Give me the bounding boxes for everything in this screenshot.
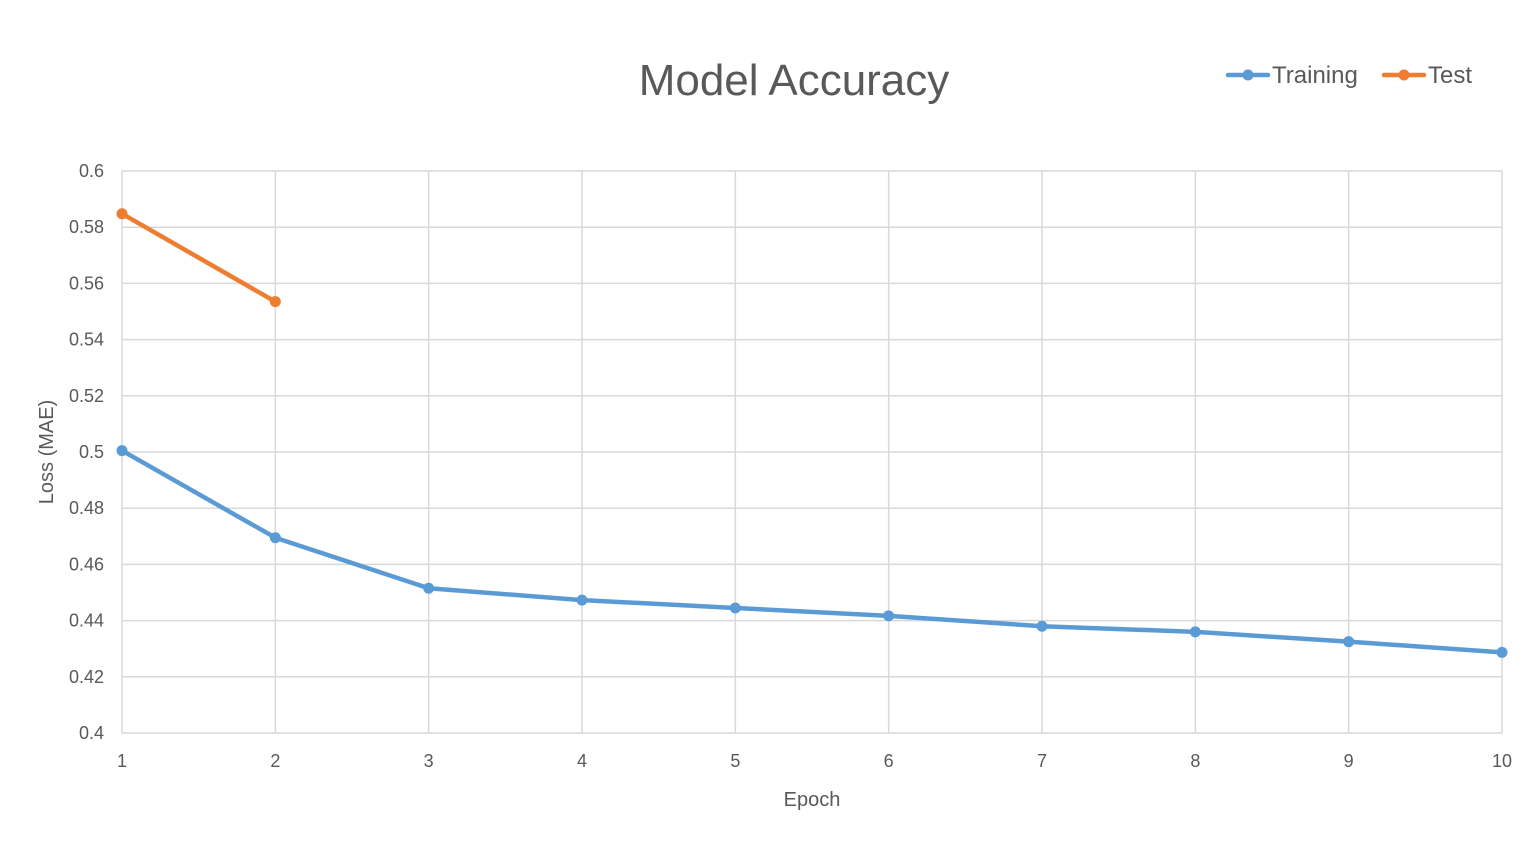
legend-swatch-marker — [1242, 69, 1254, 81]
x-tick-label: 9 — [1344, 751, 1354, 771]
y-tick-label: 0.42 — [69, 667, 104, 687]
x-tick-label: 5 — [730, 751, 740, 771]
legend-swatch-marker — [1398, 69, 1410, 81]
series-training — [116, 445, 1508, 658]
legend-item-test: Test — [1381, 62, 1472, 89]
series-line-test — [119, 211, 278, 304]
y-tick-label: 0.6 — [79, 161, 104, 181]
y-tick-label: 0.58 — [69, 217, 104, 237]
x-tick-label: 1 — [117, 751, 127, 771]
data-point-test — [269, 296, 281, 308]
y-axis-title: Loss (MAE) — [36, 400, 58, 504]
data-point-training — [576, 594, 588, 606]
data-point-training — [1036, 620, 1048, 632]
x-tick-label: 8 — [1190, 751, 1200, 771]
y-tick-label: 0.56 — [69, 273, 104, 293]
y-tick-label: 0.52 — [69, 386, 104, 406]
data-point-training — [1496, 646, 1508, 658]
x-axis-tick-labels: 1 2 3 4 5 6 7 8 9 10 — [117, 751, 1512, 771]
data-point-training — [1189, 626, 1201, 638]
legend-label: Test — [1428, 62, 1472, 89]
y-tick-label: 0.4 — [79, 723, 104, 743]
x-axis-title: Epoch — [784, 789, 841, 811]
y-tick-label: 0.48 — [69, 498, 104, 518]
legend: Training Test — [1225, 62, 1472, 89]
data-point-training — [423, 582, 435, 594]
x-tick-label: 2 — [270, 751, 280, 771]
data-point-training — [1343, 636, 1355, 648]
series-line-training — [119, 448, 1505, 655]
chart-title: Model Accuracy — [639, 56, 950, 105]
legend-item-training: Training — [1225, 62, 1358, 89]
data-point-training — [116, 445, 128, 457]
y-axis-tick-labels: 0.4 0.42 0.44 0.46 0.48 0.5 0.52 0.54 0.56 0.58 0.… — [69, 161, 104, 743]
y-tick-label: 0.46 — [69, 554, 104, 574]
y-tick-label: 0.54 — [69, 330, 104, 350]
series-test — [116, 208, 281, 308]
y-tick-label: 0.44 — [69, 611, 104, 631]
legend-label: Training — [1272, 62, 1358, 89]
x-tick-label: 6 — [884, 751, 894, 771]
x-tick-label: 10 — [1492, 751, 1512, 771]
series-lines — [116, 208, 1508, 658]
data-point-training — [883, 610, 895, 622]
y-tick-label: 0.5 — [79, 442, 104, 462]
x-tick-label: 3 — [424, 751, 434, 771]
data-point-test — [116, 208, 128, 220]
data-point-training — [729, 602, 741, 614]
data-point-training — [269, 532, 281, 544]
gridlines — [121, 170, 1503, 734]
x-tick-label: 7 — [1037, 751, 1047, 771]
x-tick-label: 4 — [577, 751, 587, 771]
